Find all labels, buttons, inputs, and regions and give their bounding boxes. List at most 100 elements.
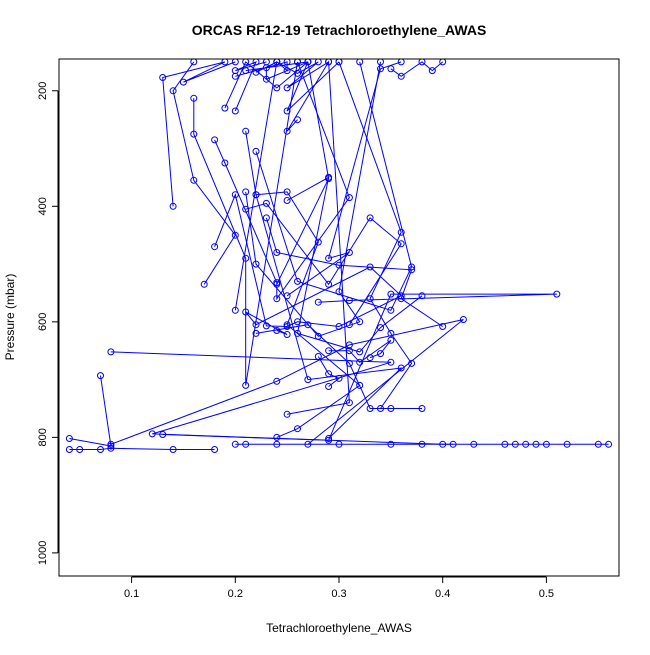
data-point — [252, 191, 260, 199]
data-point — [387, 440, 395, 448]
data-point — [190, 94, 198, 102]
series-line-27 — [338, 61, 413, 409]
data-point — [366, 295, 374, 303]
series-line-26 — [390, 61, 444, 77]
series-line-1 — [69, 375, 112, 447]
data-point — [107, 444, 115, 452]
data-point — [97, 446, 104, 453]
series-line-4 — [162, 293, 557, 441]
data-point — [345, 297, 353, 304]
y-tick-label: 800 — [37, 428, 49, 446]
data-point — [345, 347, 353, 355]
series-line-22 — [286, 61, 402, 297]
data-point — [594, 440, 602, 448]
data-point — [211, 446, 219, 453]
data-point — [242, 59, 250, 66]
data-point — [397, 59, 405, 66]
data-point — [356, 59, 364, 66]
data-point — [325, 59, 333, 66]
data-point — [314, 238, 322, 246]
data-point — [190, 130, 198, 138]
data-point — [283, 107, 291, 115]
data-point — [283, 67, 291, 75]
data-point — [335, 59, 343, 66]
data-point — [242, 67, 250, 75]
series-line-8 — [214, 193, 403, 335]
data-point — [356, 318, 364, 326]
data-point — [262, 214, 270, 222]
data-point — [211, 243, 219, 251]
data-point — [605, 440, 613, 448]
data-point — [470, 440, 478, 448]
data-point — [242, 381, 250, 389]
data-point — [283, 188, 291, 196]
series-line-11 — [234, 60, 267, 112]
data-point — [428, 67, 436, 75]
series-line-10 — [224, 61, 340, 112]
data-point — [418, 405, 426, 412]
data-point — [345, 194, 353, 202]
data-point — [314, 298, 322, 306]
data-point — [387, 329, 395, 337]
data-point — [294, 318, 301, 326]
x-tick-label: 0.3 — [331, 588, 346, 600]
y-axis-label: Pressure (mbar) — [3, 274, 17, 361]
data-point — [262, 64, 270, 72]
data-point — [294, 116, 301, 124]
data-point — [511, 440, 519, 448]
data-point — [252, 329, 260, 337]
data-point — [356, 381, 364, 389]
data-point — [366, 354, 374, 362]
data-point — [345, 399, 353, 407]
data-point — [283, 84, 291, 92]
y-tick-label: 600 — [37, 313, 49, 331]
x-tick-label: 0.4 — [435, 588, 450, 600]
data-point — [397, 72, 405, 80]
data-point — [262, 322, 270, 330]
data-point — [273, 433, 281, 441]
chart-title: ORCAS RF12-19 Tetrachloroethylene_AWAS — [192, 22, 487, 38]
x-tick-label: 0.2 — [228, 588, 243, 600]
data-point — [242, 440, 250, 448]
data-point — [190, 176, 198, 184]
data-point — [408, 263, 416, 271]
x-axis-label: Tetrachloroethylene_AWAS — [266, 621, 412, 635]
data-point — [231, 231, 239, 239]
data-point — [356, 348, 364, 356]
data-point — [314, 332, 322, 340]
plot-frame — [58, 58, 620, 577]
data-point — [294, 59, 301, 66]
data-point — [231, 59, 239, 66]
data-point — [304, 59, 312, 66]
data-point — [439, 440, 447, 448]
series-line-20 — [265, 217, 443, 327]
data-point — [439, 323, 447, 330]
data-point — [325, 370, 333, 378]
data-point — [408, 359, 416, 367]
data-point — [377, 350, 384, 358]
series-points — [65, 59, 613, 453]
data-point — [231, 440, 239, 448]
data-point — [387, 358, 395, 366]
data-point — [65, 435, 73, 442]
data-point — [273, 377, 281, 385]
x-tick-label: 0.1 — [124, 588, 139, 600]
data-point — [179, 78, 187, 86]
data-point — [304, 321, 312, 329]
data-point — [325, 254, 333, 262]
data-point — [335, 288, 343, 296]
data-point — [377, 324, 384, 332]
data-point — [211, 136, 219, 144]
data-point — [107, 348, 115, 356]
data-point — [314, 353, 322, 360]
data-point — [366, 263, 374, 271]
data-point — [397, 292, 405, 300]
data-point — [304, 376, 312, 384]
series-line-16 — [245, 202, 402, 325]
data-point — [283, 197, 291, 204]
series-line-14 — [234, 60, 288, 311]
data-point — [387, 306, 395, 314]
data-point — [345, 321, 353, 329]
x-tick-label: 0.5 — [539, 588, 554, 600]
data-point — [221, 104, 229, 112]
